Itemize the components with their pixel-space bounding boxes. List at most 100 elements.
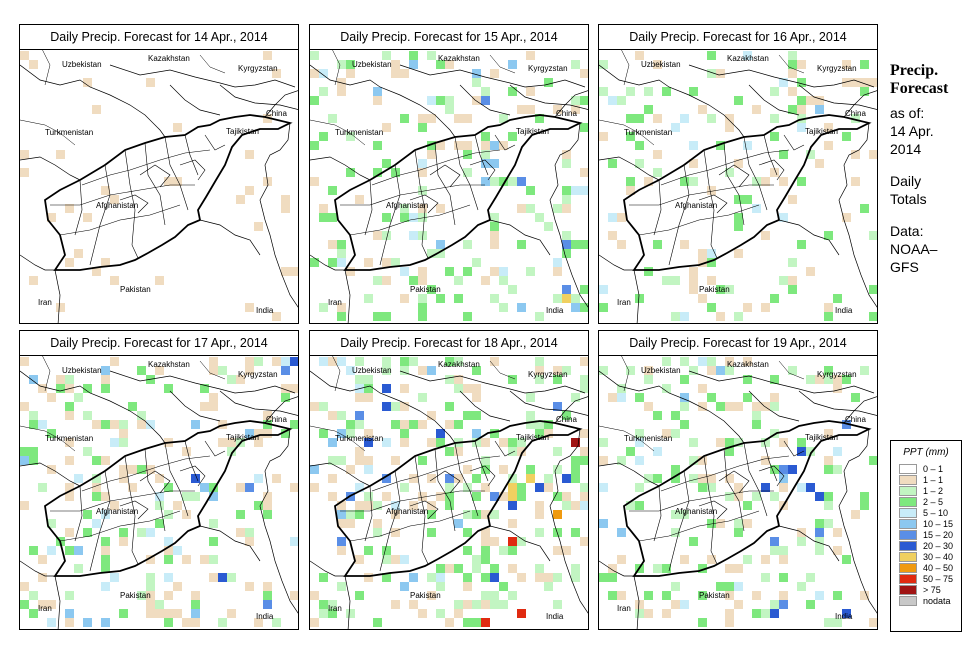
precip-cell <box>481 276 490 285</box>
province-border <box>494 440 516 457</box>
province-border <box>164 442 189 517</box>
precip-cell <box>155 519 164 528</box>
precip-cell <box>734 483 743 492</box>
country-label-uzbekistan: Uzbekistan <box>62 60 102 69</box>
province-border <box>758 465 785 487</box>
precip-cell <box>236 375 245 384</box>
country-border <box>549 122 588 308</box>
precip-cell <box>29 447 38 456</box>
province-border <box>139 470 171 494</box>
precip-cell <box>209 402 218 411</box>
precip-cell <box>373 528 382 537</box>
province-border <box>204 440 226 457</box>
precip-cell <box>580 501 588 510</box>
precip-cell <box>797 78 806 87</box>
precip-cell <box>328 213 337 222</box>
precip-cell <box>337 537 346 546</box>
precip-cell <box>328 474 337 483</box>
precip-cell <box>200 555 209 564</box>
precip-cell <box>146 555 155 564</box>
panel-title: Daily Precip. Forecast for 17 Apr., 2014 <box>19 330 299 356</box>
precip-cell <box>571 294 580 303</box>
precip-cell <box>254 222 263 231</box>
precip-cell <box>427 438 436 447</box>
precip-cell <box>164 384 173 393</box>
precip-cell <box>725 123 734 132</box>
country-label-kyrgyzstan: Kyrgyzstan <box>238 64 278 73</box>
country-border <box>20 560 55 577</box>
precip-cell <box>47 213 56 222</box>
precip-cell <box>617 591 626 600</box>
country-border <box>838 428 877 614</box>
precip-cell <box>716 285 725 294</box>
precip-cell <box>445 96 454 105</box>
country-label-tajikistan: Tajikistan <box>516 127 549 136</box>
precip-cell <box>752 105 761 114</box>
province-border <box>379 164 401 266</box>
precip-cell <box>373 312 382 321</box>
country-border <box>599 254 634 271</box>
precip-cell <box>535 357 544 366</box>
precip-cell <box>490 564 499 573</box>
precip-cell <box>47 519 56 528</box>
precip-cell <box>373 231 382 240</box>
precip-cell <box>842 60 851 69</box>
precip-cell <box>734 213 743 222</box>
legend-label: 2 – 5 <box>923 496 944 507</box>
precip-cell <box>599 456 608 465</box>
country-label-afghanistan: Afghanistan <box>96 507 138 516</box>
country-label-kyrgyzstan: Kyrgyzstan <box>817 64 857 73</box>
precip-cell <box>209 483 218 492</box>
precip-cell <box>83 510 92 519</box>
precip-cell <box>599 303 608 312</box>
precip-cell <box>544 474 553 483</box>
precip-cell <box>743 51 752 60</box>
precip-cell <box>146 528 155 537</box>
precip-cell <box>355 375 364 384</box>
precip-cell <box>535 429 544 438</box>
legend-swatch <box>899 595 917 606</box>
precip-cell <box>707 114 716 123</box>
precip-cell <box>752 411 761 420</box>
precip-cell <box>409 276 418 285</box>
map-svg: Kazakhstan Uzbekistan Kyrgyzstan China Turkm… <box>599 44 877 323</box>
precip-cell <box>409 573 418 582</box>
precip-cell <box>851 177 860 186</box>
precip-cell <box>707 303 716 312</box>
precip-cell <box>779 150 788 159</box>
precip-cell <box>635 294 644 303</box>
precip-cell <box>65 483 74 492</box>
precip-cell <box>671 276 680 285</box>
precip-cell <box>680 555 689 564</box>
precip-cell <box>355 510 364 519</box>
precip-cell <box>328 609 337 618</box>
precip-cell <box>779 474 788 483</box>
precip-cell <box>851 393 860 402</box>
precip-cell <box>571 438 580 447</box>
precip-cell <box>788 69 797 78</box>
country-label-uzbekistan: Uzbekistan <box>352 366 392 375</box>
country-label-kazakhstan: Kazakhstan <box>438 360 480 369</box>
precip-cell <box>355 411 364 420</box>
precip-cell <box>815 591 824 600</box>
precip-cell <box>689 366 698 375</box>
province-border <box>783 134 805 151</box>
precip-cell <box>409 357 418 366</box>
country-border <box>509 390 588 416</box>
precip-cell <box>427 411 436 420</box>
precip-cell <box>671 123 680 132</box>
precip-cell <box>526 267 535 276</box>
river-line <box>39 350 51 392</box>
precip-cell <box>517 537 526 546</box>
precip-cell <box>110 438 119 447</box>
precip-cell <box>445 447 454 456</box>
precip-cell <box>200 402 209 411</box>
country-border <box>399 370 586 394</box>
precip-cell <box>182 555 191 564</box>
precip-cell <box>770 402 779 411</box>
precip-cell <box>245 186 254 195</box>
precip-cell <box>472 564 481 573</box>
precip-cell <box>382 474 391 483</box>
precip-cell <box>65 492 74 501</box>
precip-cell <box>707 258 716 267</box>
